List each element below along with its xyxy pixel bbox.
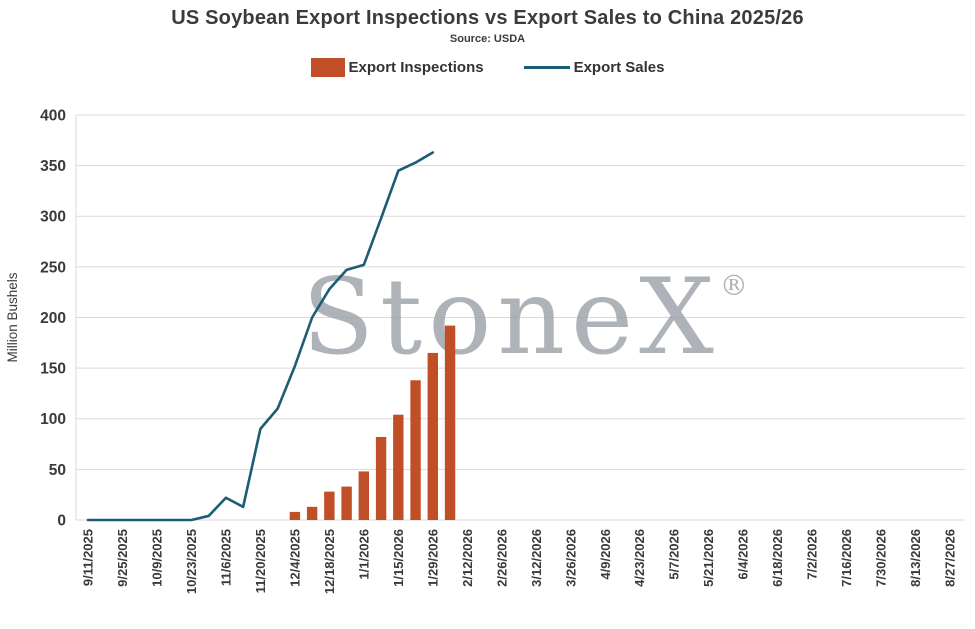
svg-text:3/12/2026: 3/12/2026 [529,529,544,587]
svg-text:8/27/2026: 8/27/2026 [943,529,958,587]
chart-svg: 0 50 100 150 200 250 300 350 400 Million Bushels S… [5,107,965,594]
chart-source: Source: USDA [449,33,526,45]
y-axis-title: Million Bushels [5,272,20,362]
legend-label-export-inspections: Export Inspections [348,59,484,76]
svg-text:300: 300 [40,209,66,226]
svg-text:8/13/2026: 8/13/2026 [908,529,923,587]
plot-area: 0 50 100 150 200 250 300 350 400 Million Bushels S… [0,95,975,629]
svg-text:7/30/2026: 7/30/2026 [874,529,889,587]
svg-text:4/9/2026: 4/9/2026 [598,529,613,580]
svg-text:9/25/2025: 9/25/2025 [115,529,130,587]
svg-text:12/18/2025: 12/18/2025 [322,529,337,594]
export-sales-line [86,151,435,522]
svg-text:1/29/2026: 1/29/2026 [425,529,440,587]
svg-text:350: 350 [40,158,66,175]
bar [375,436,387,520]
svg-text:1/1/2026: 1/1/2026 [356,529,371,580]
svg-text:250: 250 [40,259,66,276]
svg-text:6/4/2026: 6/4/2026 [736,529,751,580]
svg-text:7/2/2026: 7/2/2026 [805,529,820,580]
gridlines: 0 50 100 150 200 250 300 350 400 [40,107,965,529]
bar [410,380,421,520]
line-swatch-icon [523,66,570,69]
bar [289,511,301,520]
svg-text:7/16/2026: 7/16/2026 [839,529,854,587]
legend-item-export-sales: Export Sales [523,59,665,76]
legend: Export Inspections Export Sales [0,58,975,77]
bar [358,471,370,520]
svg-text:2/26/2026: 2/26/2026 [494,529,509,587]
svg-text:5/7/2026: 5/7/2026 [667,529,682,580]
svg-text:10/9/2025: 10/9/2025 [150,529,165,587]
bar-swatch-icon [310,58,345,77]
svg-text:9/11/2025: 9/11/2025 [81,529,96,586]
svg-text:2/12/2026: 2/12/2026 [460,529,475,587]
svg-text:6/18/2026: 6/18/2026 [770,529,785,587]
svg-text:10/23/2025: 10/23/2025 [184,529,199,594]
svg-text:1/15/2026: 1/15/2026 [391,529,406,587]
x-axis-labels: 9/11/2025 9/25/2025 10/9/2025 10/23/2025 11/… [81,529,958,594]
svg-text:100: 100 [40,411,66,428]
legend-label-export-sales: Export Sales [573,59,665,76]
svg-text:11/6/2025: 11/6/2025 [218,529,233,586]
bar [427,352,438,520]
svg-text:3/26/2026: 3/26/2026 [563,529,578,587]
bar [341,486,352,520]
svg-text:200: 200 [40,310,66,327]
svg-text:50: 50 [49,462,66,479]
svg-text:150: 150 [40,361,66,378]
svg-text:12/4/2025: 12/4/2025 [287,529,302,587]
svg-text:4/23/2026: 4/23/2026 [632,529,647,587]
legend-item-export-inspections: Export Inspections [310,58,484,77]
bar [324,491,335,520]
bar [444,325,456,520]
stonex-watermark: StoneX® [302,256,748,378]
bar [393,414,404,520]
svg-text:5/21/2026: 5/21/2026 [701,529,716,587]
svg-text:11/20/2025: 11/20/2025 [253,529,268,593]
svg-text:400: 400 [40,107,66,124]
bar [306,506,318,520]
svg-text:0: 0 [57,512,66,529]
chart-title: US Soybean Export Inspections vs Export … [171,7,804,29]
export-inspections-bars [289,325,456,520]
